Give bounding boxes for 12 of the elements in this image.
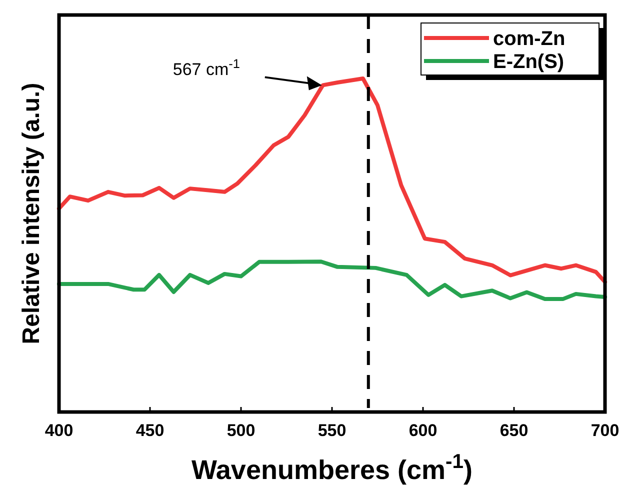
x-tick-label: 550 [318, 421, 346, 440]
legend-label: com-Zn [493, 28, 566, 50]
y-axis-title: Relative intensity (a.u.) [18, 82, 45, 344]
legend-label: E-Zn(S) [493, 51, 564, 73]
x-tick-label: 600 [408, 421, 438, 440]
x-tick-label: 450 [136, 421, 164, 440]
annotation: 567 cm$^{-1}$ [172, 56, 240, 80]
x-tick-label: 400 [44, 421, 74, 440]
x-tick-label: 650 [500, 421, 528, 440]
x-tick-label: 700 [590, 421, 620, 440]
x-tick-label: 500 [226, 421, 256, 440]
x-axis-title: Wavenumberes (cm$^{-1}$) [191, 451, 473, 485]
